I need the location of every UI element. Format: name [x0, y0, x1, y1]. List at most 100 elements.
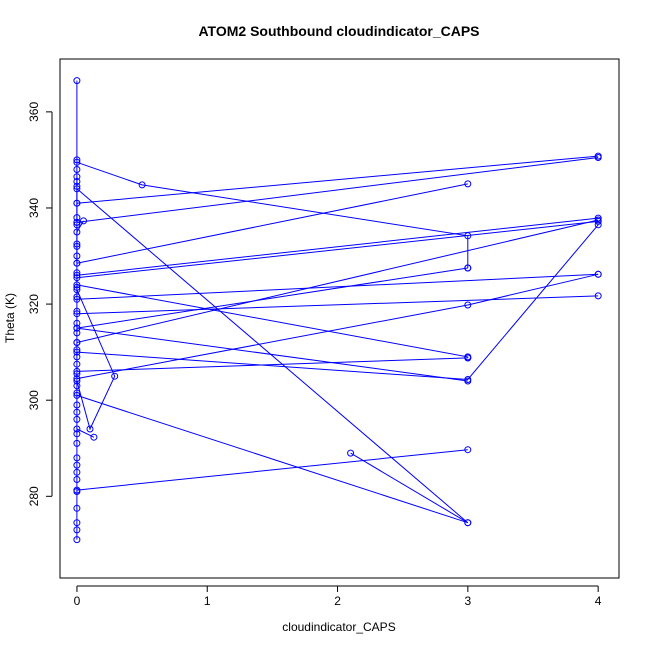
y-tick-label: 320 — [27, 294, 41, 314]
y-tick-label: 340 — [27, 198, 41, 218]
series-line — [76, 220, 599, 279]
data-point — [73, 240, 81, 248]
series-23 — [73, 173, 81, 544]
series-17 — [73, 221, 602, 383]
series-line — [76, 155, 599, 204]
series-line — [76, 267, 468, 329]
series-line — [76, 217, 599, 276]
series-line — [76, 157, 599, 223]
data-point — [73, 158, 81, 166]
series-line — [76, 273, 599, 300]
data-point — [73, 488, 81, 495]
data-point — [73, 382, 81, 390]
series-line — [76, 161, 469, 268]
data-point — [594, 270, 602, 278]
data-point — [464, 519, 472, 527]
data-point — [73, 468, 81, 476]
series-11 — [73, 216, 602, 346]
x-tick-label: 1 — [204, 594, 211, 608]
data-point — [73, 182, 81, 190]
data-point — [73, 166, 81, 173]
series-line — [76, 224, 599, 381]
x-tick-label: 2 — [334, 594, 341, 608]
data-point — [73, 461, 81, 469]
data-point — [111, 372, 119, 380]
data-point — [464, 354, 472, 362]
data-point — [73, 173, 81, 181]
data-point — [594, 221, 602, 229]
data-point — [73, 252, 81, 260]
data-point — [73, 214, 81, 222]
series-19 — [73, 286, 119, 433]
series-layer — [73, 77, 602, 544]
y-tick-label: 300 — [27, 390, 41, 410]
data-point — [73, 408, 81, 416]
series-line — [76, 284, 469, 358]
data-point — [594, 154, 602, 161]
series-line — [76, 188, 469, 524]
data-point — [73, 415, 81, 423]
series-18 — [73, 354, 472, 375]
data-point — [73, 504, 81, 512]
data-point — [73, 156, 81, 164]
series-line — [76, 295, 599, 315]
data-point — [73, 319, 81, 327]
data-point — [73, 346, 81, 354]
series-line — [76, 219, 599, 343]
x-tick-label: 3 — [465, 594, 472, 608]
series-2 — [73, 152, 602, 207]
data-point — [138, 181, 146, 189]
y-axis-label: Theta (K) — [3, 293, 17, 343]
data-point — [464, 264, 472, 272]
plot-frame — [59, 58, 620, 579]
data-point — [86, 425, 94, 433]
data-point — [73, 370, 81, 378]
data-point — [73, 283, 81, 291]
x-axis: 0 1 2 3 4 — [74, 585, 602, 608]
series-line — [76, 394, 469, 524]
data-point — [464, 446, 472, 454]
data-point — [464, 301, 472, 309]
data-point — [73, 430, 81, 438]
data-point — [464, 180, 472, 188]
data-point — [73, 307, 81, 315]
series-21 — [73, 391, 472, 527]
y-tick-label: 280 — [27, 486, 41, 506]
series-14 — [73, 292, 602, 318]
data-point — [73, 439, 81, 447]
data-point — [73, 476, 81, 483]
data-point — [73, 454, 81, 462]
series-line — [76, 327, 468, 382]
series-8 — [73, 214, 602, 279]
data-point — [73, 77, 81, 85]
series-22 — [73, 446, 472, 494]
data-point — [73, 519, 81, 527]
series-3 — [73, 154, 602, 226]
data-point — [73, 178, 81, 185]
series-line — [76, 183, 468, 264]
data-point — [73, 389, 81, 397]
data-point — [80, 217, 87, 225]
series-line — [76, 449, 468, 491]
x-tick-label: 4 — [595, 594, 602, 608]
data-point — [347, 449, 355, 457]
data-point — [73, 293, 81, 301]
chart-title: ATOM2 Southbound cloudindicator_CAPS — [198, 23, 479, 39]
series-line — [76, 273, 599, 380]
data-point — [73, 536, 81, 544]
series-9 — [73, 217, 602, 282]
y-tick-label: 360 — [27, 102, 41, 122]
series-12 — [73, 281, 472, 362]
x-axis-label: cloudindicator_CAPS — [282, 620, 395, 634]
x-tick-label: 0 — [74, 594, 81, 608]
data-point — [73, 526, 81, 534]
data-point — [594, 292, 602, 300]
data-point — [73, 329, 81, 337]
data-point — [73, 269, 81, 277]
data-point — [73, 353, 81, 361]
series-line — [76, 289, 116, 431]
data-point — [594, 216, 602, 224]
data-point — [73, 401, 81, 409]
series-13 — [73, 270, 602, 303]
